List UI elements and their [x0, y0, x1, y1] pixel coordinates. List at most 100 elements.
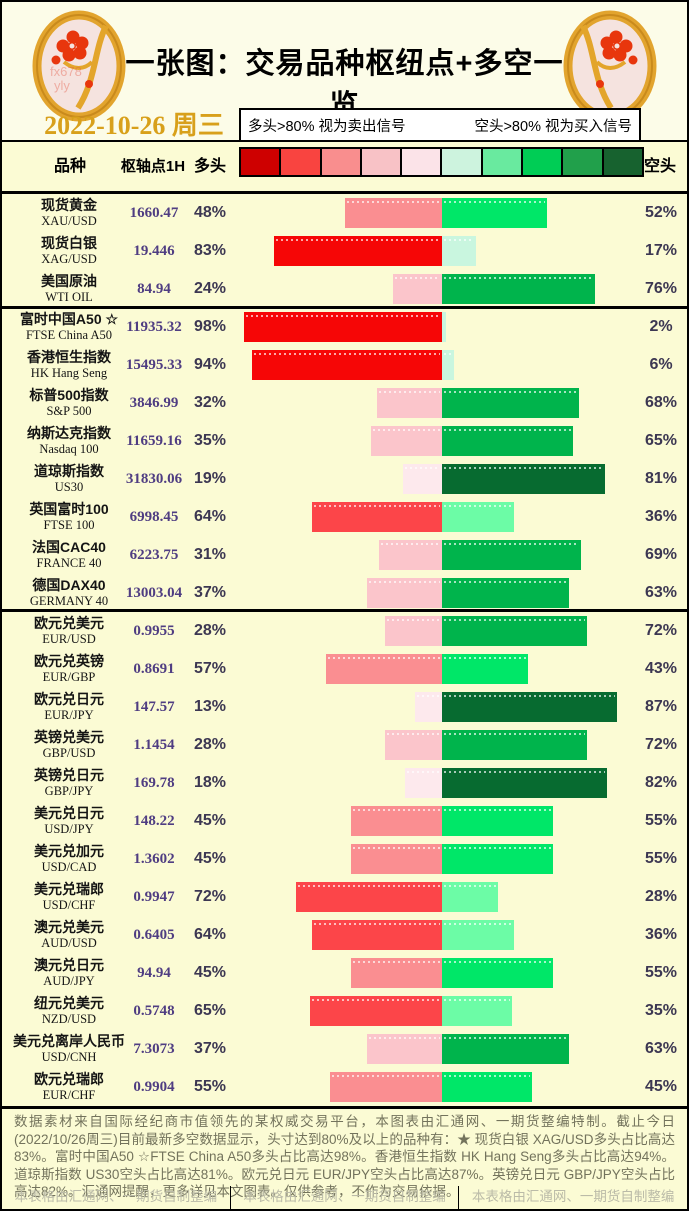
instrument-row: 美元兑瑞郎 USD/CHF 0.9947 72% 28%	[2, 878, 687, 916]
instrument-row: 现货黄金 XAU/USD 1660.47 48% 52%	[2, 194, 687, 232]
instrument-name-cell: 现货白银 XAG/USD	[8, 232, 130, 270]
scale-swatch	[482, 149, 524, 175]
bull-bar	[296, 882, 442, 912]
instrument-row: 英镑兑日元 GBP/JPY 169.78 18% 82%	[2, 764, 687, 802]
pivot-value: 147.57	[133, 698, 175, 715]
bear-bar	[441, 844, 553, 874]
bull-percent: 18%	[193, 774, 227, 791]
bear-bar	[441, 350, 454, 380]
bear-bar	[441, 768, 608, 798]
bear-bar	[441, 920, 515, 950]
pivot-value: 94.94	[137, 964, 171, 981]
sentiment-bar	[239, 844, 644, 874]
scale-swatch	[523, 149, 564, 175]
instrument-row: 澳元兑美元 AUD/USD 0.6405 64% 36%	[2, 916, 687, 954]
sentiment-bar	[239, 198, 644, 228]
legend-box: 多头>80% 视为卖出信号 空头>80% 视为买入信号	[239, 108, 641, 142]
instrument-row: 欧元兑美元 EUR/USD 0.9955 28% 72%	[2, 612, 687, 650]
footer: 数据素材来自国际经纪商市值领先的某权威交易平台，本图表由汇通网、一期货整编特制。…	[2, 1106, 687, 1209]
bull-percent: 28%	[193, 622, 227, 639]
bull-bar	[415, 692, 442, 722]
instrument-name-cell: 澳元兑美元 AUD/USD	[8, 916, 130, 954]
bear-percent: 6%	[649, 356, 673, 373]
bull-percent: 64%	[193, 926, 227, 943]
pivot-value: 11659.16	[126, 432, 182, 449]
bull-percent: 37%	[193, 1040, 227, 1057]
instrument-row: 澳元兑日元 AUD/JPY 94.94 45% 55%	[2, 954, 687, 992]
sentiment-bar	[239, 768, 644, 798]
instrument-name: 英国富时100	[29, 501, 109, 518]
instrument-name-cell: 欧元兑美元 EUR/USD	[8, 612, 130, 650]
pivot-value: 0.8691	[133, 660, 175, 677]
bull-percent: 28%	[193, 736, 227, 753]
section-1: 现货黄金 XAU/USD 1660.47 48% 52% 现货白银 XAG/USD 19.44…	[2, 194, 687, 308]
section-divider	[2, 609, 687, 612]
bear-percent: 76%	[644, 280, 678, 297]
bear-bar	[441, 1034, 569, 1064]
page-title: 一张图：交易品种枢纽点+多空一览	[125, 48, 564, 122]
instrument-row: 美元兑加元 USD/CAD 1.3602 45% 55%	[2, 840, 687, 878]
bear-percent: 81%	[644, 470, 678, 487]
instrument-row: 道琼斯指数 US30 31830.06 19% 81%	[2, 460, 687, 498]
sentiment-bar	[239, 654, 644, 684]
bull-bar	[312, 502, 442, 532]
bear-percent: 87%	[644, 698, 678, 715]
instrument-name: 英镑兑美元	[34, 729, 104, 746]
pivot-value: 11935.32	[126, 318, 182, 335]
pivot-value: 13003.04	[125, 584, 183, 601]
instrument-code: US30	[54, 479, 84, 494]
scale-swatch	[442, 149, 483, 175]
pivot-value: 84.94	[137, 280, 171, 297]
instrument-code: GERMANY 40	[29, 593, 109, 608]
instrument-name-cell: 美元兑离岸人民币 USD/CNH	[8, 1030, 130, 1068]
bull-percent: 24%	[193, 280, 227, 297]
bull-percent: 65%	[193, 1002, 227, 1019]
report-date: 2022-10-26 周三	[44, 111, 224, 140]
pivot-value: 148.22	[133, 812, 175, 829]
sentiment-bar	[239, 996, 644, 1026]
instrument-name: 德国DAX40	[32, 577, 106, 594]
bull-bar	[350, 844, 442, 874]
bear-bar	[441, 198, 547, 228]
bull-bar	[350, 806, 442, 836]
bear-bar	[441, 236, 476, 266]
instrument-name-cell: 道琼斯指数 US30	[8, 460, 130, 498]
pivot-value: 3846.99	[129, 394, 179, 411]
instrument-code: Nasdaq 100	[39, 441, 99, 456]
bull-percent: 32%	[193, 394, 227, 411]
column-header-bear: 空头	[643, 158, 676, 175]
sentiment-bar	[239, 1072, 644, 1102]
instrument-row: 法国CAC40 FRANCE 40 6223.75 31% 69%	[2, 536, 687, 574]
pivot-value: 1.3602	[133, 850, 175, 867]
bear-bar	[441, 692, 618, 722]
section-3: 欧元兑美元 EUR/USD 0.9955 28% 72% 欧元兑英镑 EUR/GBP 0.86…	[2, 612, 687, 1106]
bull-percent: 35%	[193, 432, 227, 449]
coin-watermark: yly	[54, 78, 70, 93]
instrument-name-cell: 美元兑瑞郎 USD/CHF	[8, 878, 130, 916]
instrument-row: 纳斯达克指数 Nasdaq 100 11659.16 35% 65%	[2, 422, 687, 460]
bull-percent: 31%	[193, 546, 227, 563]
instrument-code: EUR/CHF	[42, 1087, 96, 1102]
instrument-code: FTSE 100	[43, 517, 95, 532]
sentiment-bar	[239, 882, 644, 912]
instrument-name: 英镑兑日元	[34, 767, 104, 784]
instrument-name: 纳斯达克指数	[27, 425, 111, 442]
bear-bar	[441, 996, 513, 1026]
instrument-name-cell: 澳元兑日元 AUD/JPY	[8, 954, 130, 992]
plum-blossom-coin-icon	[563, 10, 657, 122]
scale-swatch	[241, 149, 282, 175]
footer-watermark-row: 本表格由汇通网、一期货自制整编 本表格由汇通网、一期货自制整编 本表格由汇通网、…	[2, 1186, 687, 1209]
sentiment-bar	[239, 692, 644, 722]
bull-bar	[243, 312, 442, 342]
instrument-name: 澳元兑日元	[34, 957, 104, 974]
column-header-row: 品种 枢轴点1H 多头 空头	[2, 142, 687, 194]
bear-bar	[441, 464, 606, 494]
instrument-name: 美元兑日元	[34, 805, 104, 822]
bear-percent: 45%	[644, 1078, 678, 1095]
bull-percent: 48%	[193, 204, 227, 221]
instrument-row: 美元兑离岸人民币 USD/CNH 7.3073 37% 63%	[2, 1030, 687, 1068]
instrument-name-cell: 英国富时100 FTSE 100	[8, 498, 130, 536]
instrument-row: 美国原油 WTI OIL 84.94 24% 76%	[2, 270, 687, 308]
pivot-value: 6223.75	[129, 546, 179, 563]
color-scale	[239, 147, 644, 177]
